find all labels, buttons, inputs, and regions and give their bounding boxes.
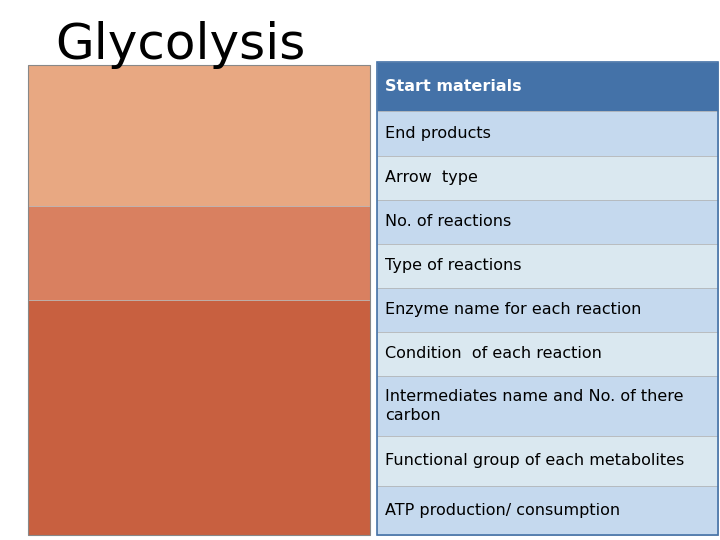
Text: Enzyme name for each reaction: Enzyme name for each reaction <box>385 302 642 318</box>
Bar <box>28 206 370 300</box>
Text: ATP production/ consumption: ATP production/ consumption <box>385 503 620 518</box>
Text: No. of reactions: No. of reactions <box>385 214 511 229</box>
Bar <box>377 62 718 111</box>
Bar <box>377 288 718 332</box>
Bar <box>377 111 718 156</box>
Text: Glycolysis: Glycolysis <box>55 21 305 69</box>
Bar <box>377 332 718 376</box>
Text: Arrow  type: Arrow type <box>385 170 478 185</box>
Text: Condition  of each reaction: Condition of each reaction <box>385 346 602 361</box>
Bar <box>377 485 718 535</box>
Bar <box>377 200 718 244</box>
Bar <box>377 244 718 288</box>
Text: Functional group of each metabolites: Functional group of each metabolites <box>385 453 684 468</box>
Text: Type of reactions: Type of reactions <box>385 258 521 273</box>
Bar <box>377 156 718 200</box>
Bar <box>377 62 718 535</box>
Bar <box>377 376 718 436</box>
Bar <box>28 65 370 206</box>
Text: Intermediates name and No. of there
carbon: Intermediates name and No. of there carb… <box>385 389 683 423</box>
Bar <box>28 300 370 535</box>
Bar <box>377 436 718 485</box>
Bar <box>28 65 370 535</box>
Text: Start materials: Start materials <box>385 79 521 94</box>
Text: End products: End products <box>385 126 491 141</box>
